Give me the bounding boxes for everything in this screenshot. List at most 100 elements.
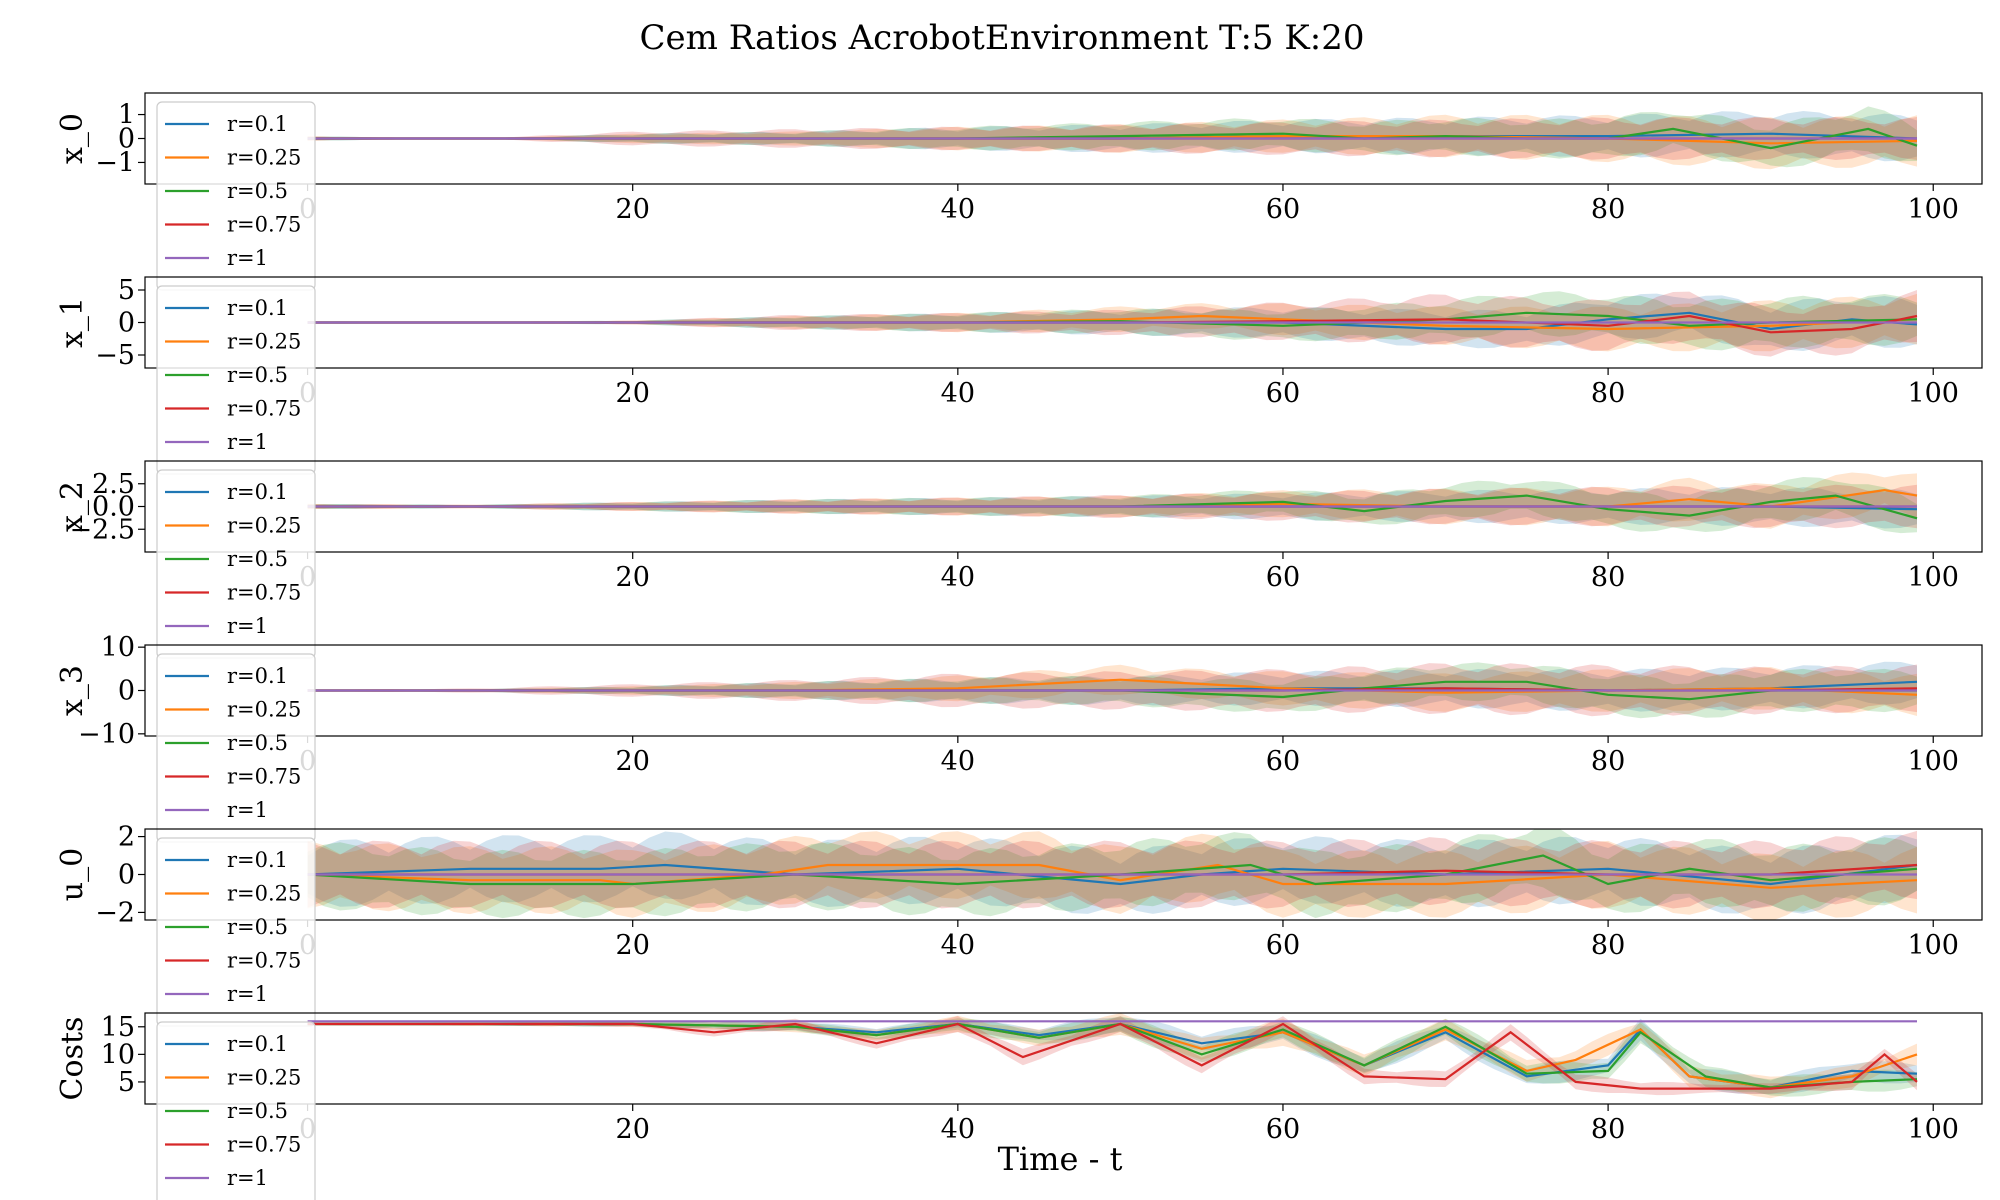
x-tick-label: 40 (941, 562, 975, 593)
y-tick-label: −1 (95, 147, 135, 178)
legend-label: r=0.5 (227, 915, 288, 939)
y-tick-label: 0 (118, 860, 135, 891)
subplot-Costs: 15105020406080100Costsr=0.1r=0.25r=0.5r=… (55, 1012, 1983, 1200)
y-tick-label: −5 (95, 340, 135, 371)
x-tick-label: 60 (1266, 1114, 1300, 1145)
legend-label: r=1 (227, 798, 268, 822)
y-tick-label: 0.0 (92, 492, 135, 523)
x-tick-label: 60 (1266, 746, 1300, 777)
legend-label: r=0.75 (227, 581, 301, 605)
x-tick-label: 80 (1591, 1114, 1625, 1145)
band-r-0.75 (307, 830, 1918, 909)
legend-label: r=0.25 (227, 1066, 301, 1090)
figure-title: Cem Ratios AcrobotEnvironment T:5 K:20 (640, 18, 1365, 58)
x-tick-label: 80 (1591, 562, 1625, 593)
y-tick-label: 10 (101, 1039, 135, 1070)
x-tick-label: 100 (1907, 562, 1959, 593)
y-tick-label: −2.5 (69, 514, 135, 545)
y-tick-label: 10 (101, 632, 135, 663)
legend-label: r=0.75 (227, 213, 301, 237)
y-tick-label: −10 (78, 719, 135, 750)
y-axis-label: u_0 (55, 848, 90, 901)
legend-label: r=0.75 (227, 397, 301, 421)
legend-label: r=0.1 (227, 848, 288, 872)
legend-label: r=0.1 (227, 296, 288, 320)
subplot-x_0: 10−1020406080100x_0r=0.1r=0.25r=0.5r=0.7… (55, 92, 1983, 291)
subplot-x_3: 100−10020406080100x_3r=0.1r=0.25r=0.5r=0… (55, 632, 1983, 843)
band-r-0.25 (307, 114, 1918, 170)
plot-area (307, 106, 1918, 170)
y-tick-label: 0 (118, 124, 135, 155)
x-tick-label: 20 (616, 194, 650, 225)
plot-area (307, 1013, 1918, 1099)
band-r-0.25 (307, 1013, 1918, 1099)
x-tick-label: 40 (941, 1114, 975, 1145)
band-r-0.1 (307, 661, 1918, 712)
x-tick-label: 80 (1591, 930, 1625, 961)
series-line-r-0.1 (307, 863, 1918, 886)
x-tick-label: 40 (941, 930, 975, 961)
y-tick-label: 1 (118, 100, 135, 131)
legend-label: r=0.25 (227, 330, 301, 354)
x-tick-label: 60 (1266, 562, 1300, 593)
y-tick-label: 5 (118, 275, 135, 306)
legend-box (156, 1021, 316, 1200)
legend-label: r=0.1 (227, 480, 288, 504)
y-tick-label: −2 (95, 897, 135, 928)
y-tick-label: 0 (118, 308, 135, 339)
x-tick-label: 80 (1591, 378, 1625, 409)
legend: r=0.1 r=0.25 r=0.5 r=0.75 r=1 (156, 653, 316, 843)
legend-label: r=0.1 (227, 664, 288, 688)
x-tick-label: 20 (616, 1114, 650, 1145)
series-line-r-0.25 (307, 863, 1918, 889)
y-tick-label: 15 (101, 1012, 135, 1043)
legend: r=0.1 r=0.25 r=0.5 r=0.75 r=1 (156, 101, 316, 291)
legend-label: r=0.25 (227, 698, 301, 722)
x-tick-label: 80 (1591, 746, 1625, 777)
legend-label: r=0.25 (227, 882, 301, 906)
y-tick-label: 5 (118, 1067, 135, 1098)
axes-frame (144, 1012, 1983, 1105)
legend-label: r=1 (227, 614, 268, 638)
legend: r=0.1 r=0.25 r=0.5 r=0.75 r=1 (156, 837, 316, 1027)
x-tick-label: 40 (941, 746, 975, 777)
legend-label: r=0.25 (227, 514, 301, 538)
series-line-r-0.5 (307, 1022, 1918, 1089)
y-tick-label: 2.5 (92, 469, 135, 500)
subplot-x_2: 2.50.0−2.5020406080100x_2r=0.1r=0.25r=0.… (55, 460, 1983, 659)
legend-label: r=0.1 (227, 112, 288, 136)
legend-label: r=0.5 (227, 731, 288, 755)
legend-label: r=0.5 (227, 1099, 288, 1123)
legend-label: r=0.5 (227, 179, 288, 203)
x-tick-label: 40 (941, 378, 975, 409)
x-tick-label: 60 (1266, 194, 1300, 225)
subplots: 10−1020406080100x_0r=0.1r=0.25r=0.5r=0.7… (55, 92, 1983, 1200)
legend-label: r=0.25 (227, 146, 301, 170)
x-tick-label: 100 (1907, 378, 1959, 409)
legend-label: r=0.75 (227, 765, 301, 789)
y-tick-label: 2 (118, 822, 135, 853)
plot-area (307, 661, 1918, 719)
legend: r=0.1 r=0.25 r=0.5 r=0.75 r=1 (156, 469, 316, 659)
legend-label: r=0.75 (227, 949, 301, 973)
legend-label: r=0.1 (227, 1032, 288, 1056)
x-tick-label: 100 (1907, 746, 1959, 777)
legend-label: r=0.5 (227, 547, 288, 571)
x-tick-label: 20 (616, 562, 650, 593)
legend-label: r=1 (227, 982, 268, 1006)
legend: r=0.1 r=0.25 r=0.5 r=0.75 r=1 (156, 1021, 316, 1200)
legend-label: r=1 (227, 1166, 268, 1190)
subplot-u_0: 20−2020406080100u_0r=0.1r=0.25r=0.5r=0.7… (55, 822, 1983, 1027)
x-tick-label: 60 (1266, 930, 1300, 961)
legend: r=0.1 r=0.25 r=0.5 r=0.75 r=1 (156, 285, 316, 475)
y-axis-label: x_0 (55, 113, 90, 164)
y-axis-label: x_3 (55, 665, 90, 716)
x-tick-label: 20 (616, 746, 650, 777)
x-tick-label: 40 (941, 194, 975, 225)
x-tick-label: 60 (1266, 378, 1300, 409)
band-r-0.1 (307, 831, 1918, 914)
plot-area (307, 290, 1918, 357)
subplot-x_1: 50−5020406080100x_1r=0.1r=0.25r=0.5r=0.7… (55, 275, 1983, 475)
series-line-r-0.75 (307, 1022, 1918, 1090)
